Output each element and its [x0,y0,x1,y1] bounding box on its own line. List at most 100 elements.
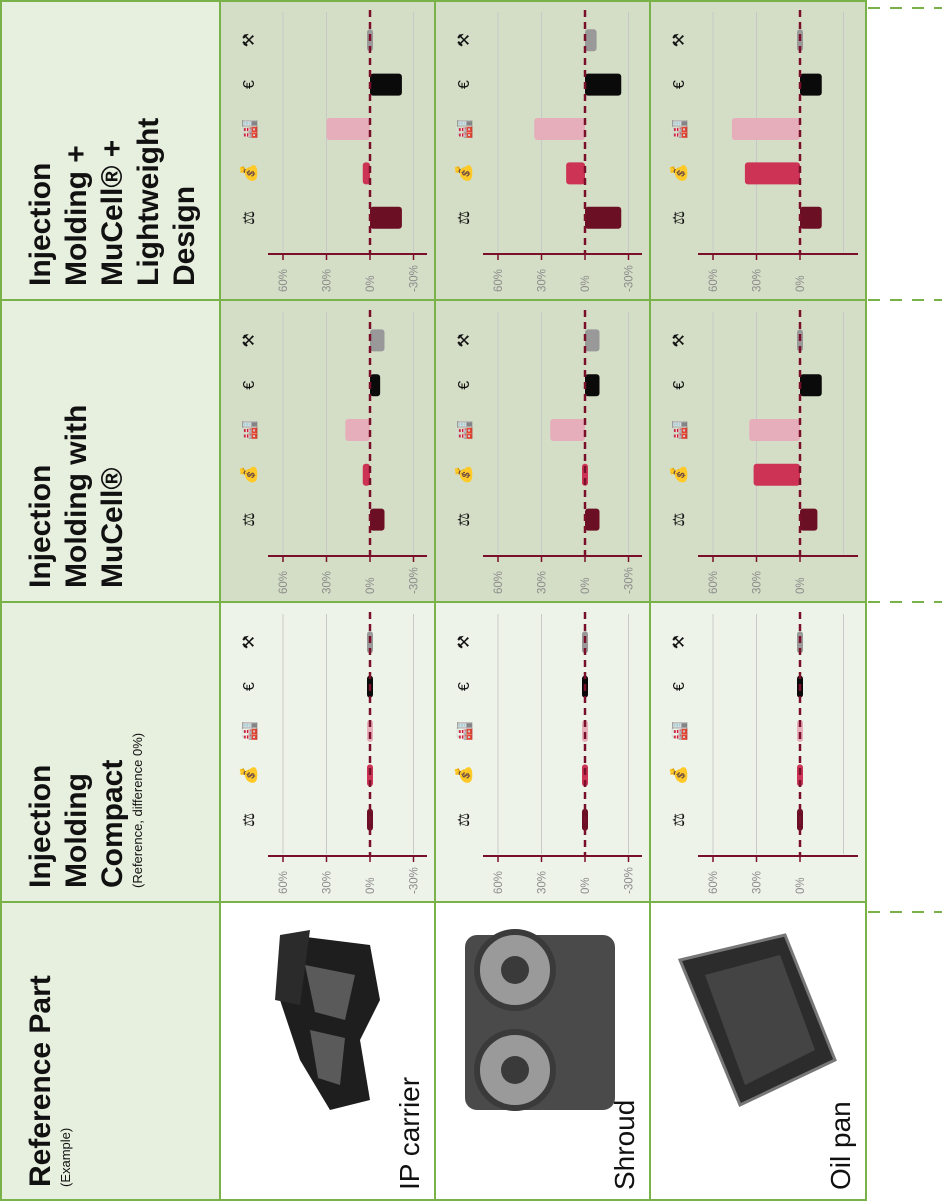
bar-weight [370,206,402,229]
chart-cells: 60% 30% 0% -30% ⚖ 💰 🏭 € ⚒ 60% 30% 0% -30% ⚖ 💰 🏭 € ⚒ 60% 30%… [220,0,866,902]
tick-label: -30% [624,567,636,594]
column-header-line: Injection [24,465,57,588]
column-header-line: MuCell® [96,468,129,588]
weight-icon: ⚖ [671,211,688,225]
chart-cell: 60% 30% 0% -30% ⚖ 💰 🏭 € ⚒ [435,602,650,902]
bar-weight [370,508,385,531]
tick-label: 30% [752,571,764,594]
bar-factory [582,720,588,742]
column-header-line: Injection [24,765,57,888]
part-label: IP carrier [394,1077,425,1190]
weight-icon: ⚖ [241,813,258,827]
bar-euro [370,73,402,96]
chart-cell: 60% 30% 0% -30% ⚖ 💰 🏭 € ⚒ [220,602,435,902]
factory-icon: 🏭 [240,119,258,139]
part-row-2: Oil pan [677,933,856,1190]
weight-icon: ⚖ [456,512,473,526]
chart-cell: 60% 30% 0% -30% ⚖ 💰 🏭 € ⚒ [220,0,435,300]
bar-factory [749,419,800,441]
tick-label: 0% [580,275,592,292]
tick-label: 60% [278,871,290,894]
tick-label: 0% [365,577,377,594]
bar-factory [345,419,370,441]
tools-icon: ⚒ [241,635,258,649]
tick-label: 0% [365,275,377,292]
tick-label: 0% [795,577,807,594]
tick-label: 30% [537,571,549,594]
weight-icon: ⚖ [671,813,688,827]
tick-label: 60% [278,269,290,292]
tools-icon: ⚒ [671,635,688,649]
bar-weight [800,206,822,229]
bar-money-bag [744,162,800,185]
bar-factory [534,118,585,140]
table-grid [0,0,867,1201]
shroud-photo [465,929,615,1111]
tick-label: 30% [537,269,549,292]
money-bag-icon: 💰 [454,163,473,183]
column-header-line: Molding [60,773,93,888]
tick-label: 30% [322,571,334,594]
tick-label: 60% [278,571,290,594]
column-header-1: Injection Molding Compact (Reference, diffe… [24,733,145,888]
weight-icon: ⚖ [241,512,258,526]
tools-icon: ⚒ [456,635,473,649]
chart-cell: 60% 30% 0% ⚖ 💰 🏭 € ⚒ [650,602,866,902]
part-label: Oil pan [825,1101,856,1190]
money-bag-icon: 💰 [239,163,258,183]
bar-factory [797,720,803,742]
bar-factory [367,720,373,742]
tick-label: 0% [365,877,377,894]
chart-cell: 60% 30% 0% ⚖ 💰 🏭 € ⚒ [650,300,866,602]
column-header-line: Compact [96,760,129,888]
tools-icon: ⚒ [241,33,258,47]
column-header-subtitle: (Example) [58,1128,73,1187]
bar-factory [731,118,800,140]
tick-label: -30% [624,265,636,292]
bar-factory [326,118,370,140]
euro-icon: € [456,381,473,390]
factory-icon: 🏭 [670,721,688,741]
bar-money-bag [753,463,800,486]
tick-label: 60% [493,269,505,292]
tools-icon: ⚒ [671,333,688,347]
bar-money-bag [797,764,803,787]
column-header-line: Design [168,186,201,286]
part-row-0: IP carrier [275,930,425,1190]
column-header-line: Molding + [60,145,93,286]
bar-weight [800,508,818,531]
euro-icon: € [456,80,473,89]
money-bag-icon: 💰 [669,465,688,485]
bar-money-bag [566,162,585,185]
tools-icon: ⚒ [241,333,258,347]
chart-cell: 60% 30% 0% -30% ⚖ 💰 🏭 € ⚒ [435,300,650,602]
bar-euro [800,374,822,397]
bar-euro [800,73,822,96]
bar-money-bag [362,463,370,486]
column-header-2: Injection Molding with MuCell® [24,405,129,588]
bar-factory [550,419,585,441]
edge-guides [868,7,942,913]
column-header-line: Lightweight [132,118,165,286]
bar-euro [585,73,622,96]
bar-weight [585,508,600,531]
tick-label: 60% [708,269,720,292]
bar-money-bag [582,764,588,787]
money-bag-icon: 💰 [239,465,258,485]
bar-money-bag [362,162,370,185]
euro-icon: € [671,682,688,691]
bar-money-bag [582,463,588,486]
chart-cell: 60% 30% 0% ⚖ 💰 🏭 € ⚒ [650,0,866,300]
tick-label: 30% [752,871,764,894]
euro-icon: € [241,80,258,89]
weight-icon: ⚖ [241,211,258,225]
header-band [0,0,220,1201]
column-header-subtitle: (Reference, difference 0%) [130,733,145,888]
tick-label: 30% [752,269,764,292]
column-headers: Reference Part (Example)Injection Molding C… [24,118,201,1187]
tick-label: 0% [580,877,592,894]
column-header-3: Injection Molding + MuCell® + Lightweight De… [24,118,201,286]
tick-label: 60% [493,571,505,594]
factory-icon: 🏭 [240,420,258,440]
